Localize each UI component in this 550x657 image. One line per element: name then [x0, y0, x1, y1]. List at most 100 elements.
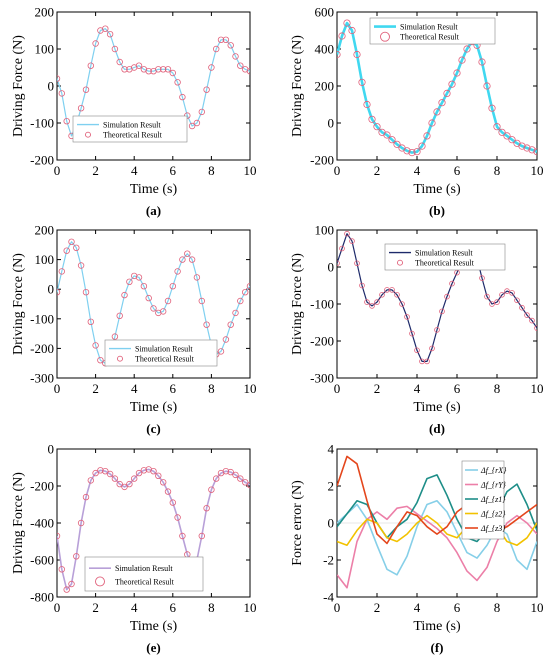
y-tick-label: -100 [30, 116, 54, 131]
y-tick-label: 100 [315, 223, 335, 238]
theoretical-marker [443, 89, 451, 98]
theoretical-marker [179, 532, 186, 540]
theoretical-marker [509, 290, 515, 296]
theoretical-marker [453, 69, 461, 77]
x-tick-label: 4 [131, 600, 138, 615]
theoretical-marker [508, 136, 516, 144]
theoretical-marker [174, 79, 181, 86]
theoretical-marker [135, 274, 143, 281]
legend-marker-swatch [95, 576, 105, 587]
chart-panel-f: 0 2 4 6 8 10 -4 -2 0 2 4 Time (s) Force error (N) (f)… [290, 442, 544, 656]
y-axis-label: Driving Force (N) [11, 35, 26, 137]
theoretical-marker [203, 505, 210, 512]
theoretical-marker [227, 321, 234, 328]
legend-series-label: Δf_{z1} [480, 495, 506, 504]
theoretical-marker [92, 342, 99, 349]
theoretical-marker [212, 45, 220, 53]
plot-area [337, 19, 537, 157]
theoretical-marker [82, 289, 90, 296]
x-tick-label: 6 [454, 600, 461, 615]
theoretical-marker [208, 486, 215, 493]
theoretical-marker [463, 45, 471, 53]
theoretical-marker [241, 289, 249, 296]
theoretical-marker [155, 66, 162, 73]
y-tick-label: 2 [328, 479, 335, 494]
simulation-line [337, 21, 537, 154]
theoretical-marker [514, 297, 520, 304]
chart-panel-d: 0 2 4 6 8 10 -300 -200 -100 0 100 Time (s) Driving F… [290, 223, 544, 437]
theoretical-marker [102, 468, 109, 475]
simulation-line [337, 233, 537, 362]
theoretical-marker [232, 309, 239, 317]
x-tick-label: 8 [208, 381, 215, 396]
theoretical-marker [534, 325, 537, 331]
theoretical-marker [523, 144, 531, 152]
theoretical-marker [394, 291, 400, 298]
theoretical-marker [414, 347, 420, 354]
theoretical-marker [145, 294, 152, 302]
theoretical-marker [184, 112, 191, 119]
theoretical-marker [77, 519, 85, 527]
theoretical-marker [232, 471, 239, 479]
chart-panel-e: 0 2 4 6 8 10 -800 -600 -400 -200 0 Time (s) Driving … [11, 442, 257, 656]
theoretical-marker [159, 308, 167, 315]
x-tick-label: 8 [494, 163, 501, 178]
theoretical-marker [389, 287, 395, 293]
x-tick-label: 0 [54, 163, 61, 178]
legend-label-theoretical: Theoretical Result [103, 131, 163, 140]
theoretical-marker [439, 308, 445, 315]
theoretical-marker [232, 53, 239, 60]
theoretical-marker [212, 475, 220, 482]
theoretical-marker [349, 238, 355, 244]
legend-label-simulation: Simulation Result [135, 345, 193, 354]
panel-label: (d) [429, 421, 445, 436]
x-tick-label: 8 [494, 600, 501, 615]
x-tick-label: 2 [92, 381, 99, 396]
theoretical-marker [359, 282, 365, 289]
theoretical-marker [246, 68, 250, 75]
theoretical-marker [150, 305, 157, 312]
theoretical-marker [404, 314, 410, 320]
y-tick-label: 0 [328, 116, 335, 131]
theoretical-marker [164, 66, 172, 73]
theoretical-marker [92, 40, 99, 47]
theoretical-marker [159, 66, 167, 73]
theoretical-marker [97, 467, 104, 474]
theoretical-marker [237, 297, 244, 305]
theoretical-marker [116, 312, 123, 319]
x-tick-label: 2 [374, 600, 381, 615]
panel-label: (c) [146, 421, 160, 436]
theoretical-marker [174, 268, 181, 275]
legend-box [384, 243, 506, 271]
x-tick-label: 0 [334, 163, 341, 178]
theoretical-marker [339, 245, 345, 252]
y-tick-label: -600 [30, 553, 54, 568]
theoretical-marker [217, 36, 225, 43]
legend-box [84, 556, 204, 592]
legend-marker-swatch [380, 31, 390, 42]
y-tick-label: -400 [30, 516, 54, 531]
theoretical-marker [145, 67, 152, 75]
theoretical-marker [208, 64, 215, 71]
theoretical-marker [363, 100, 371, 109]
theoretical-marker [488, 104, 496, 112]
theoretical-marker [448, 80, 456, 88]
y-tick-label: -4 [323, 590, 334, 605]
theoretical-marker [92, 469, 99, 477]
theoretical-marker [343, 19, 351, 27]
theoretical-marker [222, 468, 230, 475]
theoretical-marker [63, 586, 70, 593]
theoretical-marker [504, 288, 510, 294]
x-tick-label: 0 [334, 600, 341, 615]
theoretical-marker [478, 58, 486, 66]
theoretical-marker [58, 566, 65, 573]
x-tick-label: 4 [131, 381, 138, 396]
x-tick-label: 4 [131, 163, 138, 178]
theoretical-marker [130, 272, 138, 280]
theoretical-marker [524, 312, 530, 318]
y-axis-label: Driving Force (N) [290, 35, 305, 137]
theoretical-marker [188, 256, 196, 263]
